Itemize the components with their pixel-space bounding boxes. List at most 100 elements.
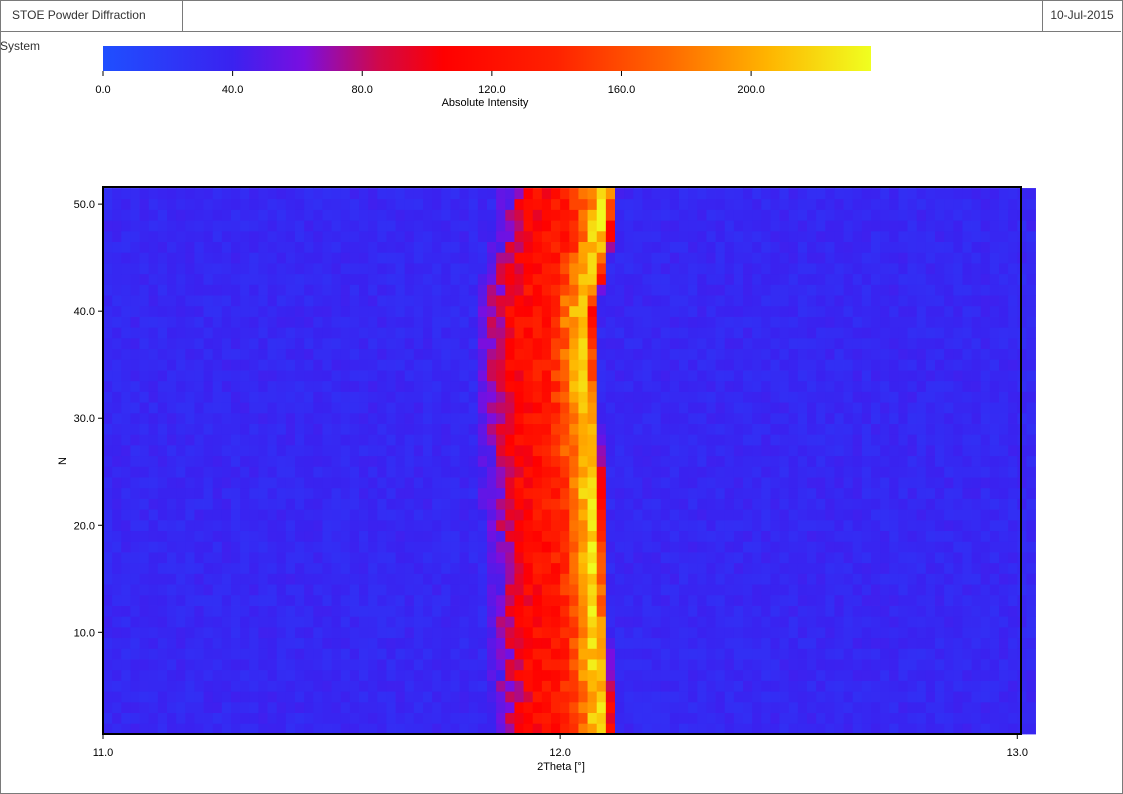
heatmap-cell [560,669,570,681]
heatmap-cell [615,562,625,574]
heatmap-cell [285,605,296,617]
heatmap-cell [944,498,954,510]
heatmap-cell [386,273,396,285]
heatmap-cell [185,263,195,275]
heatmap-cell [605,402,616,414]
heatmap-cell [432,402,442,414]
heatmap-cell [185,444,195,457]
heatmap-cell [615,380,625,392]
heatmap-cell [404,648,415,660]
heatmap-cell [103,370,113,382]
heatmap-cell [1008,327,1018,339]
heatmap-cell [185,626,195,639]
heatmap-cell [148,295,159,307]
heatmap-cell [395,712,406,724]
heatmap-cell [624,380,634,392]
heatmap-cell [441,380,451,392]
heatmap-cell [898,573,908,585]
heatmap-cell [889,519,899,532]
heatmap-cell [468,273,479,285]
heatmap-cell [413,530,424,542]
heatmap-cell [377,337,387,350]
heatmap-cell [496,423,506,435]
heatmap-cell [624,626,634,639]
heatmap-cell [596,487,607,499]
heatmap-cell [660,380,671,392]
heatmap-cell [285,562,296,574]
heatmap-cell [377,648,387,660]
heatmap-cell [669,370,680,382]
heatmap-cell [386,305,396,317]
heatmap-cell [240,423,250,435]
heatmap-cell [249,616,259,628]
heatmap-cell [313,691,323,703]
heatmap-cell [377,423,387,435]
heatmap-cell [880,295,890,307]
heatmap-cell [1017,455,1027,467]
heatmap-cell [898,466,908,478]
heatmap-cell [633,701,643,713]
heatmap-cell [706,220,716,232]
heatmap-cell [679,316,689,328]
heatmap-cell [578,509,588,521]
heatmap-cell [130,305,140,317]
heatmap-cell [679,584,689,596]
heatmap-cell [167,723,177,735]
heatmap-cell [386,241,396,253]
heatmap-cell [825,284,835,296]
heatmap-cell [377,487,387,499]
heatmap-cell [176,594,186,606]
heatmap-cell [103,316,113,328]
heatmap-cell [404,584,415,596]
heatmap-cell [231,552,241,564]
heatmap-cell [825,412,835,424]
heatmap-cell [249,594,259,606]
heatmap-cell [185,348,195,360]
heatmap-cell [788,466,799,478]
heatmap-cell [1017,659,1027,671]
heatmap-cell [935,402,945,414]
heatmap-cell [340,391,351,403]
heatmap-cell [258,391,268,403]
heatmap-cell [1008,594,1018,606]
heatmap-cell [1026,509,1036,521]
heatmap-cell [761,316,771,328]
heatmap-cell [130,391,140,403]
heatmap-cell [1008,220,1018,232]
heatmap-cell [157,637,168,649]
heatmap-cell [715,230,726,242]
heatmap-cell [578,466,588,478]
heatmap-cell [532,220,543,232]
heatmap-cell [514,498,524,510]
heatmap-cell [779,701,790,713]
heatmap-cell [395,691,406,703]
heatmap-cell [916,412,927,424]
heatmap-cell [157,455,168,467]
heatmap-cell [980,594,991,606]
heatmap-cell [560,691,570,703]
heatmap-cell [340,530,351,542]
heatmap-cell [212,562,223,574]
heatmap-cell [770,509,780,521]
heatmap-cell [450,605,460,617]
heatmap-cell [898,605,908,617]
heatmap-cell [313,263,323,275]
heatmap-cell [313,637,323,649]
heatmap-cell [532,455,543,467]
heatmap-cell [999,391,1009,403]
heatmap-cell [935,626,945,639]
heatmap-cell [267,669,278,681]
heatmap-cell [176,391,186,403]
heatmap-cell [1017,498,1027,510]
heatmap-cell [834,252,844,264]
heatmap-cell [733,412,744,424]
heatmap-cell [331,691,342,703]
heatmap-cell [989,220,1000,232]
heatmap-cell [157,220,168,232]
heatmap-cell [779,626,790,639]
heatmap-cell [825,519,835,532]
heatmap-cell [688,412,698,424]
heatmap-cell [624,434,634,446]
heatmap-cell [450,434,460,446]
heatmap-cell [413,519,424,532]
